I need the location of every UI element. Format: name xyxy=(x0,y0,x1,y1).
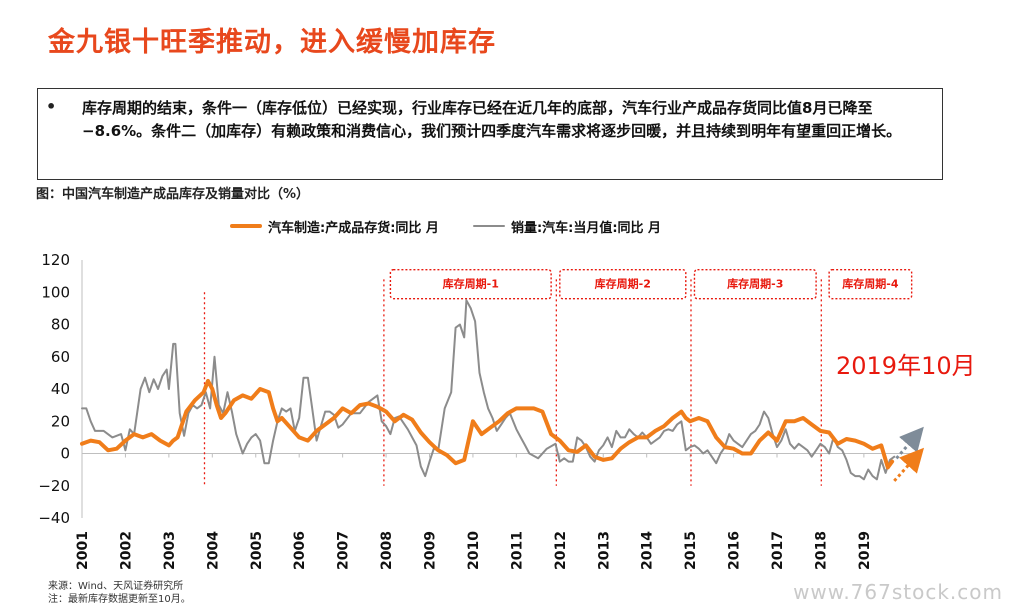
x-tick-label: 2018 xyxy=(813,531,829,570)
x-tick-label: 2004 xyxy=(205,531,221,570)
x-tick-label: 2013 xyxy=(596,531,612,570)
sales-trend-arrow xyxy=(895,426,924,460)
x-tick-label: 2008 xyxy=(379,531,395,570)
cycle-label: 库存周期-3 xyxy=(727,276,783,290)
x-tick-label: 2002 xyxy=(118,531,134,570)
x-tick-label: 2017 xyxy=(770,531,786,570)
figure-caption: 图：中国汽车制造产成品库存及销量对比（%） xyxy=(36,187,310,202)
chart-legend: 汽车制造:产成品存货:同比 月 销量:汽车:当月值:同比 月 xyxy=(230,216,695,236)
legend-label-sales: 销量:汽车:当月值:同比 月 xyxy=(510,220,662,236)
inventory-series-line xyxy=(80,378,895,470)
x-tick-label: 2015 xyxy=(683,531,699,570)
cycle-box xyxy=(559,268,687,300)
y-tick-label: 40 xyxy=(51,380,70,398)
x-tick-label: 2003 xyxy=(162,531,178,570)
y-tick-label: −40 xyxy=(38,509,70,527)
bullet-marker: • xyxy=(46,97,57,116)
legend-item-sales: 销量:汽车:当月值:同比 月 xyxy=(472,217,662,236)
legend-swatch-sales xyxy=(472,225,505,227)
page-title: 金九银十旺季推动，进入缓慢加库存 xyxy=(48,27,496,58)
cycle-label: 库存周期-4 xyxy=(842,276,899,290)
legend-item-inventory: 汽车制造:产成品存货:同比 月 xyxy=(230,217,439,236)
x-tick-label: 2012 xyxy=(553,531,569,570)
x-tick-label: 2014 xyxy=(640,531,656,570)
y-tick-label: 20 xyxy=(51,412,70,430)
note-line: 注：最新库存数据更新至10月。 xyxy=(48,594,191,605)
y-tick-label: 0 xyxy=(60,445,70,463)
source-note: 来源：Wind、天风证券研究所 注：最新库存数据更新至10月。 xyxy=(48,580,191,606)
legend-label-inventory: 汽车制造:产成品存货:同比 月 xyxy=(268,220,439,236)
x-tick-label: 2006 xyxy=(292,531,308,570)
source-line: 来源：Wind、天风证券研究所 xyxy=(48,581,184,592)
cycle-box xyxy=(828,268,913,300)
y-tick-label: −20 xyxy=(38,477,70,495)
y-tick-label: 120 xyxy=(41,251,70,269)
summary-box: • 库存周期的结束，条件一（库存低位）已经实现，行业库存已经在近几年的底部，汽车… xyxy=(37,88,943,180)
x-tick-label: 2016 xyxy=(727,531,743,570)
legend-swatch-inventory xyxy=(230,224,262,228)
summary-text: 库存周期的结束，条件一（库存低位）已经实现，行业库存已经在近几年的底部，汽车行业… xyxy=(82,99,902,140)
inventory-trend-arrow xyxy=(893,447,925,482)
watermark-text: www.767stock.com xyxy=(793,580,1003,604)
y-tick-label: 60 xyxy=(51,348,70,366)
x-tick-label: 2010 xyxy=(466,531,482,570)
x-tick-label: 2001 xyxy=(75,531,91,570)
cycle-box xyxy=(693,268,817,300)
cycle-label: 库存周期-2 xyxy=(595,276,651,290)
x-tick-label: 2011 xyxy=(509,531,525,570)
cycle-box xyxy=(389,268,552,300)
cycle-label: 库存周期-1 xyxy=(443,276,499,290)
y-tick-label: 100 xyxy=(41,283,70,301)
x-tick-label: 2007 xyxy=(336,531,352,570)
x-tick-label: 2009 xyxy=(423,531,439,570)
y-tick-label: 80 xyxy=(51,316,70,334)
x-tick-label: 2005 xyxy=(249,531,265,570)
x-tick-label: 2019 xyxy=(857,531,873,570)
date-annotation: 2019年10月 xyxy=(836,352,976,380)
